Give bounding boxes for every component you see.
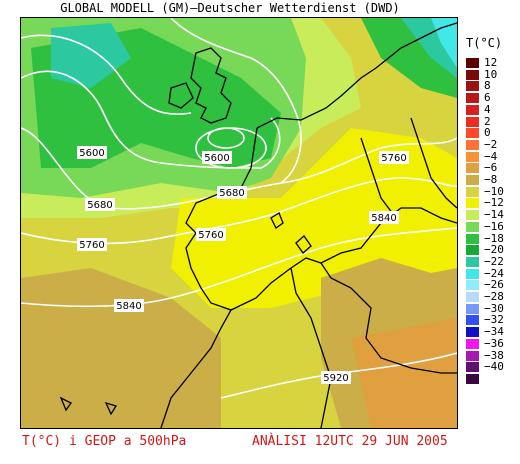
legend-swatch [466, 233, 479, 244]
legend-label: −2 [484, 137, 498, 151]
temp-region-orange [351, 318, 457, 428]
legend-label: 6 [484, 91, 491, 105]
legend-swatch [466, 151, 479, 162]
legend-swatch [466, 221, 479, 232]
legend-swatch [466, 210, 479, 221]
contour-label: 5760 [198, 230, 223, 241]
legend-swatch [466, 198, 479, 209]
legend-label: −20 [484, 243, 504, 257]
legend-label: 10 [484, 67, 498, 81]
legend-label: 4 [484, 102, 491, 116]
legend-swatch [466, 93, 479, 104]
legend-label: −30 [484, 301, 504, 315]
contour-label: 5920 [323, 373, 348, 384]
color-legend: 12 10 8 6 4 2 0 −2 −4 −6 −8 −10 −12 −14 −16 −18 −20 −22 −2… [466, 56, 520, 386]
temp-region-teal-west [51, 23, 131, 88]
legend-label: −22 [484, 254, 504, 268]
legend-label: −38 [484, 348, 504, 362]
legend-label: −34 [484, 325, 504, 339]
legend-swatch [466, 81, 479, 92]
legend-swatch [466, 163, 479, 174]
contour-label: 5600 [204, 153, 229, 164]
legend-swatch [466, 58, 479, 68]
contour-labels: 5600 5600 5680 5680 5760 5760 5760 5840 … [77, 146, 409, 384]
legend-swatch [466, 116, 479, 127]
legend-swatch [466, 373, 479, 384]
legend-swatch [466, 128, 479, 139]
contour-label: 5760 [79, 240, 104, 251]
legend-label: −18 [484, 231, 504, 245]
legend-label: −40 [484, 360, 504, 374]
legend-label: −36 [484, 336, 504, 350]
legend-label: −32 [484, 313, 504, 327]
legend-swatch [466, 139, 479, 150]
legend-label: 0 [484, 126, 491, 140]
contour-label: 5680 [219, 188, 244, 199]
legend-swatch [466, 292, 479, 302]
legend-swatch [466, 245, 479, 256]
contour-label: 5840 [371, 213, 396, 224]
legend-swatch [466, 350, 479, 361]
legend-label: −16 [484, 219, 504, 233]
legend-label: −24 [484, 266, 504, 280]
legend-swatch [466, 327, 479, 338]
contour-label: 5680 [87, 200, 112, 211]
legend-swatch [466, 186, 479, 197]
legend-swatch [466, 280, 479, 291]
legend-swatch [466, 362, 479, 373]
legend-label: −6 [484, 161, 498, 175]
legend-label: 12 [484, 56, 498, 69]
legend-label: −26 [484, 278, 504, 292]
legend-label: −12 [484, 196, 504, 210]
legend-swatch [466, 175, 479, 185]
legend-swatch [466, 338, 479, 349]
weather-map: 5600 5600 5680 5680 5760 5760 5760 5840 … [21, 18, 457, 428]
contour-label: 5840 [116, 301, 141, 312]
legend-swatch [466, 315, 479, 326]
temp-region-cyan-east [431, 18, 457, 68]
map-frame: 5600 5600 5680 5680 5760 5760 5760 5840 … [20, 17, 458, 429]
legend-swatch [466, 104, 479, 115]
legend-label: 2 [484, 114, 491, 128]
legend-label: −28 [484, 290, 504, 303]
legend-label: −8 [484, 173, 498, 186]
legend-swatch [466, 268, 479, 279]
legend-label: −10 [484, 184, 504, 198]
legend-label: −4 [484, 149, 498, 163]
temp-region-tan-southwest [21, 268, 221, 428]
contour-label: 5760 [381, 153, 406, 164]
legend-swatch [466, 303, 479, 314]
footer-date-label: ANÀLISI 12UTC 29 JUN 2005 [252, 434, 448, 449]
legend-label: −14 [484, 208, 504, 222]
chart-title: GLOBAL MODELL (GM)–Deutscher Wetterdiens… [60, 1, 400, 15]
contour-label: 5600 [79, 148, 104, 159]
legend-swatch [466, 256, 479, 267]
legend-label: 8 [484, 79, 491, 93]
footer-variable-label: T(°C) i GEOP a 500hPa [22, 434, 187, 449]
legend-swatch [466, 69, 479, 80]
legend-title: T(°C) [466, 36, 503, 50]
